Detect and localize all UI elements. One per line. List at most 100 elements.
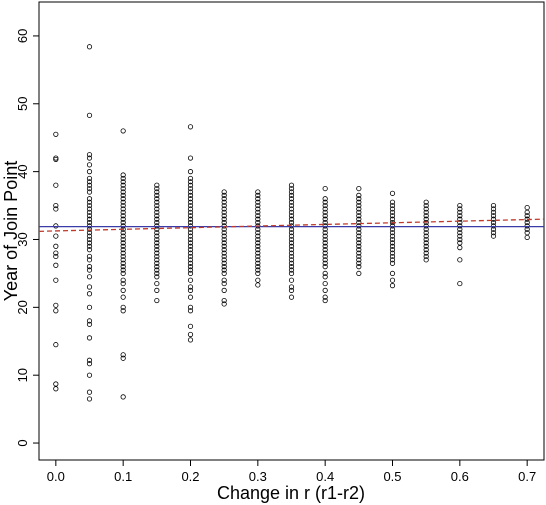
data-point	[322, 270, 328, 277]
data-point	[187, 185, 194, 192]
x-tick-label: 0.3	[249, 469, 267, 484]
data-point	[457, 202, 463, 209]
data-point	[255, 243, 261, 249]
data-point	[53, 342, 59, 348]
data-point	[322, 247, 328, 253]
data-point	[187, 230, 194, 236]
data-point	[120, 287, 126, 293]
data-point	[255, 253, 261, 260]
x-tick-label: 0.2	[181, 469, 199, 484]
data-point	[288, 294, 295, 300]
y-tick-label: 40	[15, 164, 30, 178]
data-point	[288, 185, 295, 192]
data-point	[120, 206, 126, 212]
data-point	[490, 219, 497, 226]
data-point	[86, 152, 93, 158]
data-point	[389, 223, 396, 229]
data-point	[86, 155, 93, 161]
x-tick-label: 0.1	[114, 469, 132, 484]
data-point	[457, 209, 463, 215]
y-tick-label: 0	[15, 439, 30, 446]
data-point	[154, 230, 160, 236]
data-point	[120, 185, 126, 192]
data-point	[389, 209, 396, 215]
data-point	[322, 206, 328, 212]
data-point	[120, 240, 126, 246]
data-point	[120, 199, 126, 205]
data-point	[221, 202, 227, 209]
data-point	[187, 253, 194, 260]
data-point	[457, 213, 463, 219]
data-point	[154, 189, 160, 195]
data-point	[356, 216, 362, 222]
data-point	[288, 202, 295, 209]
data-point	[86, 179, 93, 185]
data-point	[154, 243, 160, 249]
data-point	[86, 175, 93, 182]
data-point	[356, 236, 362, 243]
data-point	[154, 196, 160, 202]
data-point	[86, 321, 93, 327]
data-point	[154, 213, 160, 219]
data-point	[187, 189, 194, 195]
data-point	[86, 253, 93, 260]
data-point	[120, 128, 126, 134]
data-point	[288, 206, 295, 212]
data-point	[187, 294, 194, 300]
data-point	[457, 219, 463, 226]
data-point	[53, 308, 59, 314]
data-point	[120, 250, 126, 256]
data-point	[221, 253, 227, 260]
fit-lines	[38, 218, 545, 232]
data-point	[255, 189, 261, 195]
data-point	[288, 182, 295, 188]
data-point	[187, 323, 194, 329]
data-point	[356, 192, 362, 198]
data-point	[423, 247, 429, 253]
x-axis-title: Change in r (r1-r2)	[217, 483, 365, 503]
data-point	[86, 199, 93, 205]
data-point	[120, 294, 126, 300]
data-point	[524, 219, 530, 226]
data-point	[356, 196, 362, 202]
data-point	[154, 192, 160, 198]
data-point	[356, 199, 362, 205]
data-point	[53, 381, 59, 387]
dashed-trend-line	[38, 218, 545, 232]
data-point	[457, 245, 463, 251]
data-point	[86, 335, 93, 341]
data-point	[86, 169, 93, 175]
data-point	[288, 233, 295, 239]
data-point	[322, 264, 328, 270]
data-point	[154, 297, 160, 304]
data-point	[221, 233, 227, 239]
data-point	[221, 280, 227, 287]
data-point	[255, 230, 261, 236]
data-point	[255, 260, 261, 266]
data-point	[389, 213, 396, 219]
data-point	[457, 206, 463, 212]
data-point	[356, 223, 362, 229]
data-point	[389, 199, 396, 205]
data-point	[423, 233, 429, 239]
data-point	[288, 284, 295, 290]
data-point	[255, 247, 261, 253]
data-point	[120, 202, 126, 209]
data-point	[389, 243, 396, 249]
data-point	[53, 131, 59, 137]
data-point	[221, 243, 227, 249]
data-point	[86, 361, 93, 367]
data-point	[154, 185, 160, 192]
data-point	[187, 155, 194, 161]
data-point	[322, 196, 328, 202]
data-point	[322, 185, 328, 192]
data-point	[86, 213, 93, 219]
data-point	[187, 308, 194, 314]
data-point	[187, 192, 194, 198]
data-point	[221, 199, 227, 205]
data-point	[356, 209, 362, 215]
data-point	[322, 202, 328, 209]
data-point	[86, 44, 93, 50]
data-point	[221, 219, 227, 226]
data-point	[322, 216, 328, 222]
